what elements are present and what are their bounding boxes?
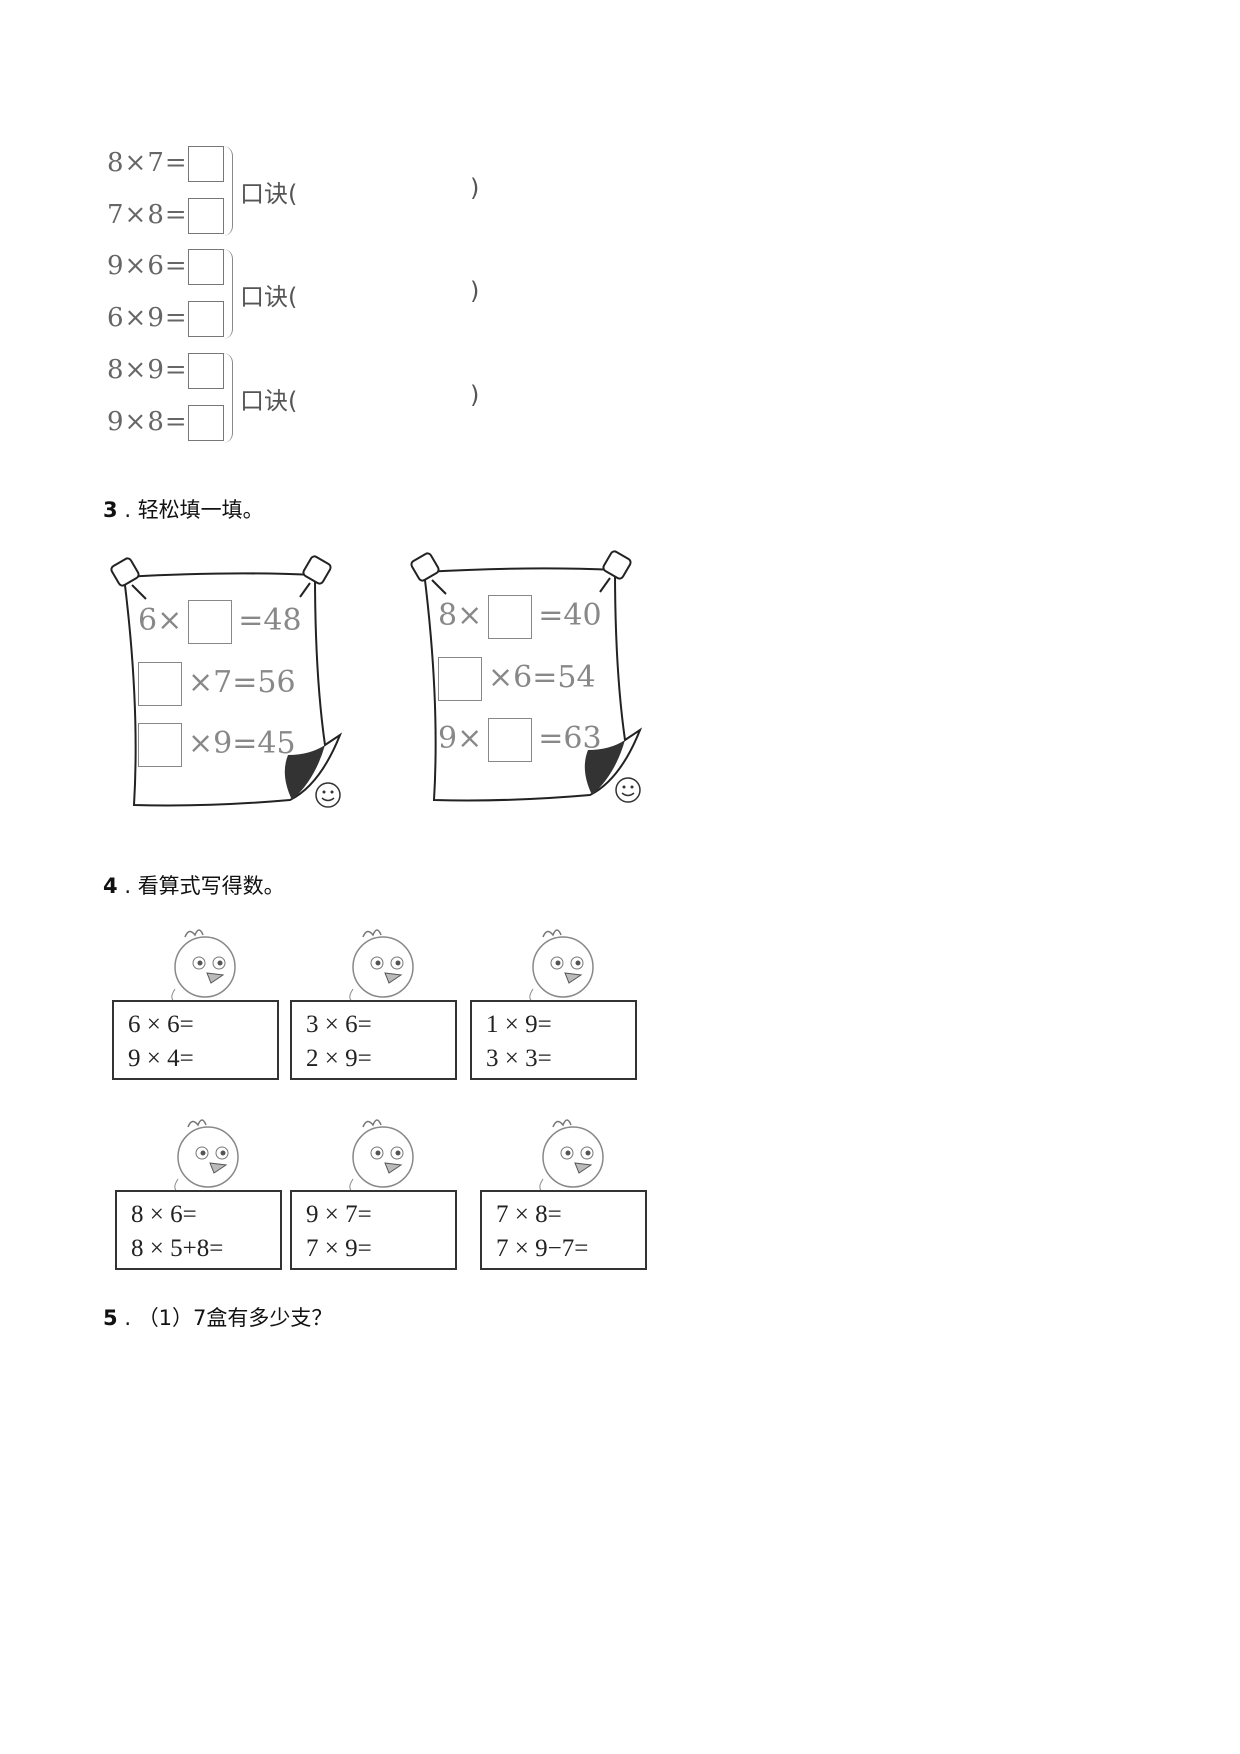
equation-left: 9× [438, 721, 483, 756]
poster-equation: 9× =63 [438, 718, 602, 762]
answer-box[interactable] [488, 595, 533, 639]
poster: 6× =48 ×7=56 ×9=45 [110, 555, 350, 820]
poster-paper-icon [410, 550, 643, 803]
answer-box[interactable] [188, 301, 224, 337]
equation: 6×9= [107, 303, 188, 333]
card-equation: 9 × 4= [128, 1045, 194, 1072]
question-title: （1）7盒有多少支？ [137, 1306, 333, 1330]
equation-right: ×7=56 [188, 665, 296, 700]
chick-icon [349, 1119, 414, 1194]
card-equation: 7 × 8= [496, 1201, 562, 1228]
equation-left: 8× [438, 598, 483, 633]
card-equation: 7 × 9−7= [496, 1235, 589, 1262]
koujue-label: 口诀( [240, 387, 298, 415]
brace [222, 353, 233, 443]
equation: 9×6= [107, 251, 188, 281]
answer-box[interactable] [438, 657, 482, 701]
equation: 8×9= [107, 355, 188, 385]
equation: 8×7= [107, 148, 188, 178]
answer-box[interactable] [188, 249, 224, 285]
brace [222, 249, 233, 339]
poster-equation: 6× =48 [138, 600, 302, 644]
koujue-label: 口诀( [240, 180, 298, 208]
equation-right: ×9=45 [188, 726, 296, 761]
equation-left: 6× [138, 603, 183, 638]
chick-icon [174, 1119, 239, 1194]
poster-equation: ×7=56 [138, 662, 296, 706]
koujue-close: ) [470, 381, 480, 409]
question-number: 5 [103, 1306, 118, 1330]
poster-equation: ×6=54 [438, 657, 596, 701]
equation-right: ×6=54 [488, 660, 596, 695]
question-number: 3 [103, 498, 118, 522]
separator: . [124, 498, 131, 522]
answer-box[interactable] [488, 718, 533, 762]
chick-icon [539, 1119, 604, 1194]
poster-equation: 8× =40 [438, 595, 602, 639]
question-title: 轻松填一填。 [137, 498, 264, 522]
card-equation: 3 × 6= [306, 1011, 372, 1038]
equation-card: 6 × 6= 9 × 4= [112, 1000, 279, 1080]
equation-card: 3 × 6= 2 × 9= [290, 1000, 457, 1080]
question-5-heading: 5 . （1）7盒有多少支？ [103, 1302, 332, 1332]
question-3-heading: 3 . 轻松填一填。 [103, 494, 264, 524]
koujue-input[interactable] [300, 174, 465, 204]
poster: 8× =40 ×6=54 9× =63 [410, 550, 650, 815]
koujue-label: 口诀( [240, 283, 298, 311]
question-number: 4 [103, 874, 118, 898]
card-equation: 9 × 7= [306, 1201, 372, 1228]
koujue-close: ) [470, 174, 480, 202]
card-equation: 8 × 6= [131, 1201, 197, 1228]
equation: 7×8= [107, 200, 188, 230]
card-equation: 8 × 5+8= [131, 1235, 224, 1262]
answer-box[interactable] [138, 662, 182, 706]
answer-box[interactable] [188, 353, 224, 389]
answer-box[interactable] [188, 198, 224, 234]
koujue-input[interactable] [300, 381, 465, 411]
chick-icon [349, 929, 414, 1004]
answer-box[interactable] [188, 600, 233, 644]
card-equation: 6 × 6= [128, 1011, 194, 1038]
equation-right: =48 [238, 603, 302, 638]
equation-card: 7 × 8= 7 × 9−7= [480, 1190, 647, 1270]
equation: 9×8= [107, 407, 188, 437]
card-equation: 2 × 9= [306, 1045, 372, 1072]
brace [222, 146, 233, 236]
answer-box[interactable] [188, 146, 224, 182]
poster-paper-icon [110, 555, 343, 808]
chick-icon [171, 929, 236, 1004]
chick-icon [529, 929, 594, 1004]
card-equation: 1 × 9= [486, 1011, 552, 1038]
poster-equation: ×9=45 [138, 723, 296, 767]
card-equation: 7 × 9= [306, 1235, 372, 1262]
equation-card: 9 × 7= 7 × 9= [290, 1190, 457, 1270]
answer-box[interactable] [138, 723, 182, 767]
equation-right: =40 [538, 598, 602, 633]
separator: . [124, 1306, 131, 1330]
equation-right: =63 [538, 721, 602, 756]
question-title: 看算式写得数。 [137, 874, 285, 898]
separator: . [124, 874, 131, 898]
card-equation: 3 × 3= [486, 1045, 552, 1072]
koujue-close: ) [470, 277, 480, 305]
koujue-input[interactable] [300, 277, 465, 307]
equation-card: 1 × 9= 3 × 3= [470, 1000, 637, 1080]
equation-card: 8 × 6= 8 × 5+8= [115, 1190, 282, 1270]
answer-box[interactable] [188, 405, 224, 441]
question-4-heading: 4 . 看算式写得数。 [103, 870, 285, 900]
